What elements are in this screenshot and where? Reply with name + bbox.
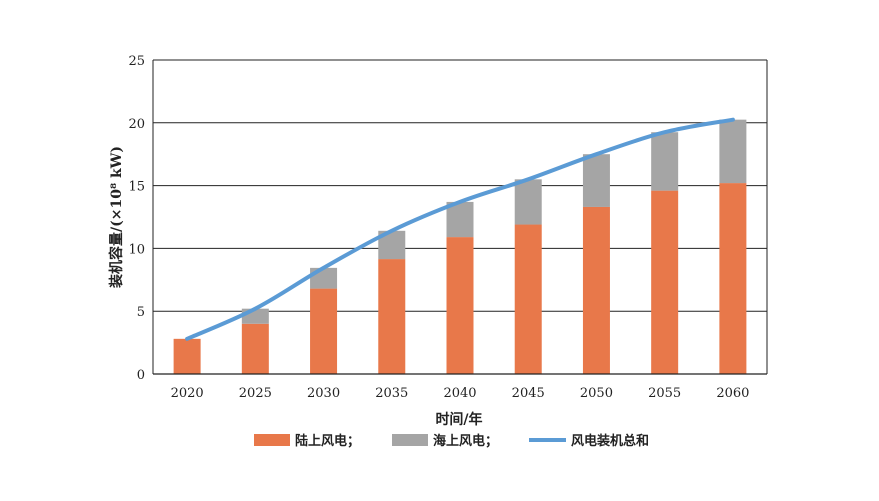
y-tick-label: 25	[128, 54, 145, 69]
y-tick-label: 5	[137, 305, 145, 320]
x-tick-label: 2060	[716, 386, 749, 401]
bar-offshore-2030	[310, 267, 338, 289]
legend-swatch-onshore	[254, 434, 290, 446]
legend-swatch-offshore	[392, 434, 428, 446]
x-tick-label: 2025	[239, 386, 272, 401]
legend-label-offshore: 海上风电；	[433, 433, 498, 449]
bar-onshore-2045	[514, 224, 542, 374]
x-tick-label: 2020	[171, 386, 204, 401]
y-tick-label: 15	[128, 180, 145, 195]
legend-label-onshore: 陆上风电；	[295, 433, 360, 449]
legend-label-total: 风电装机总和	[571, 433, 649, 449]
bar-offshore-2040	[446, 201, 474, 238]
y-axis-title: 装机容量/(×10⁸ kW)	[108, 146, 125, 289]
bar-offshore-2055	[651, 132, 679, 191]
x-tick-label: 2040	[443, 386, 476, 401]
bar-onshore-2050	[582, 206, 610, 374]
x-tick-label: 2045	[512, 386, 545, 401]
x-tick-label: 2030	[307, 386, 340, 401]
bar-onshore-2035	[378, 259, 406, 374]
total-line	[185, 117, 735, 341]
y-tick-label: 10	[128, 242, 145, 257]
y-tick-labels: 0 5 10 15 20 25	[128, 54, 145, 383]
x-tick-label: 2050	[580, 386, 613, 401]
x-axis-title: 时间/年	[435, 411, 482, 428]
x-tick-label: 2035	[375, 386, 408, 401]
bar-onshore-2020	[173, 338, 201, 374]
y-tick-label: 20	[128, 117, 145, 132]
legend: 陆上风电； 海上风电； 风电装机总和	[254, 433, 649, 449]
bar-offshore-2060	[719, 119, 747, 184]
bar-onshore-2055	[651, 190, 679, 374]
y-tick-label: 0	[137, 368, 145, 383]
bar-offshore-2050	[582, 154, 610, 207]
bar-onshore-2040	[446, 237, 474, 374]
bar-onshore-2060	[719, 183, 747, 374]
x-tick-label: 2055	[648, 386, 681, 401]
bar-offshore-2025	[241, 308, 269, 324]
bar-onshore-2030	[310, 288, 338, 374]
bars	[153, 119, 767, 375]
x-tick-labels: 2020 2025 2030 2035 2040 2045 2050 2055 2060	[171, 386, 750, 401]
bar-offshore-2045	[514, 179, 542, 225]
bar-onshore-2025	[241, 323, 269, 374]
